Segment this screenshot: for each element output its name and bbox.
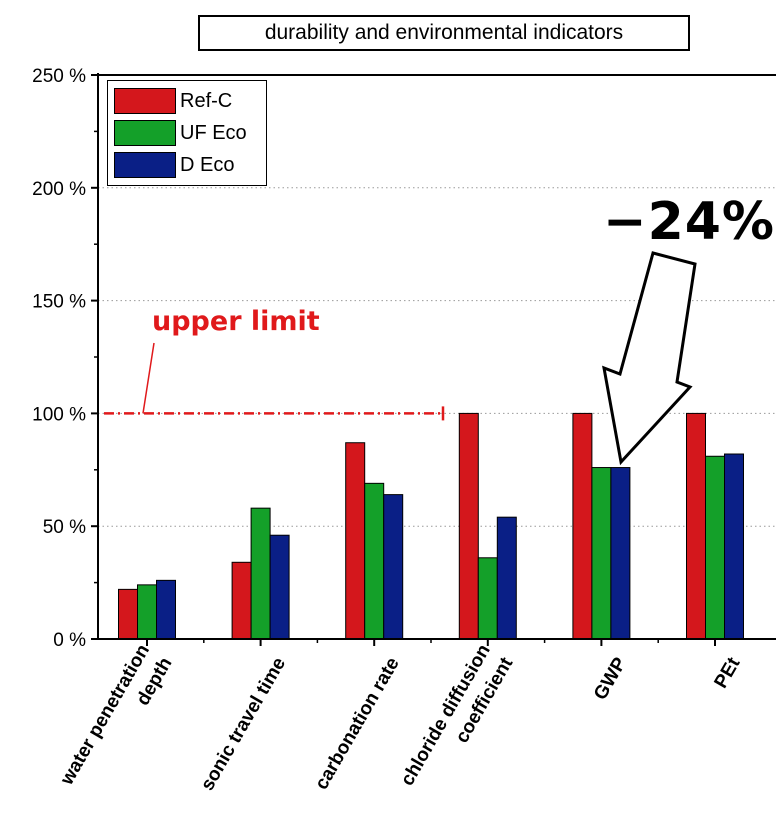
- legend-label-ref-c: Ref-C: [180, 89, 233, 112]
- reduction-arrow-group: [602, 251, 697, 466]
- bar-uf-eco-5: [705, 455, 725, 640]
- bar-uf-eco-0: [137, 584, 157, 640]
- y-tick-label-200: 200 %: [32, 179, 86, 200]
- bar-uf-eco-3: [477, 557, 498, 640]
- x-tick-label-line: PEt: [710, 653, 744, 692]
- x-tick-label-line: sonic travel time: [197, 654, 290, 794]
- bar-d-eco-4: [610, 467, 631, 640]
- x-tick-label-line: carbonation rate: [311, 654, 404, 793]
- legend-swatch-uf-eco: [114, 120, 176, 146]
- y-tick-label-150: 150 %: [32, 292, 86, 313]
- x-tick-label-line: water penetration: [56, 641, 154, 790]
- bar-d-eco-1: [269, 534, 290, 640]
- x-tick-label-line: GWP: [590, 654, 631, 704]
- bars-group: [118, 412, 744, 640]
- y-tick-label-50: 50 %: [43, 517, 86, 538]
- y-tick-label-250: 250 %: [32, 66, 86, 87]
- bar-uf-eco-1: [250, 507, 271, 640]
- legend-item-d-eco: D Eco: [114, 149, 266, 181]
- reduction-label: −24%: [603, 192, 776, 252]
- legend-item-ref-c: Ref-C: [114, 85, 266, 117]
- legend-swatch-d-eco: [114, 152, 176, 178]
- x-tick-labels: water penetrationdepth sonic travel time c…: [56, 640, 745, 803]
- legend-swatch-ref-c: [114, 88, 176, 114]
- upper-limit-label: upper limit: [152, 306, 320, 337]
- y-tick-label-100: 100 %: [32, 404, 86, 425]
- x-tick-label-4: GWP: [590, 654, 631, 704]
- bar-ref-c-4: [572, 412, 593, 640]
- reduction-arrow: [602, 251, 697, 466]
- x-tick-label-3: chloride diffusioncoefficient: [397, 640, 518, 802]
- bar-ref-c-5: [686, 412, 706, 640]
- axes-group: 0 % 50 % 100 % 150 % 200 % 250 %: [32, 66, 776, 651]
- legend-label-uf-eco: UF Eco: [180, 121, 247, 144]
- bar-d-eco-2: [383, 494, 404, 640]
- x-tick-label-1: sonic travel time: [197, 654, 290, 794]
- bar-ref-c-2: [345, 442, 366, 640]
- bar-d-eco-5: [724, 453, 744, 640]
- legend: Ref-C UF Eco D Eco: [107, 80, 267, 186]
- legend-item-uf-eco: UF Eco: [114, 117, 266, 149]
- upper-limit-leader: [142, 342, 155, 414]
- bar-uf-eco-2: [364, 482, 385, 640]
- bar-ref-c-0: [118, 588, 138, 640]
- legend-label-d-eco: D Eco: [180, 153, 235, 176]
- bar-d-eco-0: [156, 579, 176, 640]
- y-tick-label-0: 0 %: [53, 630, 86, 651]
- x-tick-label-0: water penetrationdepth: [56, 641, 176, 803]
- x-tick-label-5: PEt: [710, 653, 744, 692]
- x-tick-label-2: carbonation rate: [311, 654, 404, 793]
- bar-uf-eco-4: [591, 467, 612, 640]
- upper-limit-group: [104, 342, 445, 421]
- chart-title: durability and environmental indicators: [198, 15, 690, 51]
- bar-ref-c-1: [231, 561, 252, 640]
- bar-ref-c-3: [458, 412, 479, 640]
- bar-d-eco-3: [496, 516, 517, 640]
